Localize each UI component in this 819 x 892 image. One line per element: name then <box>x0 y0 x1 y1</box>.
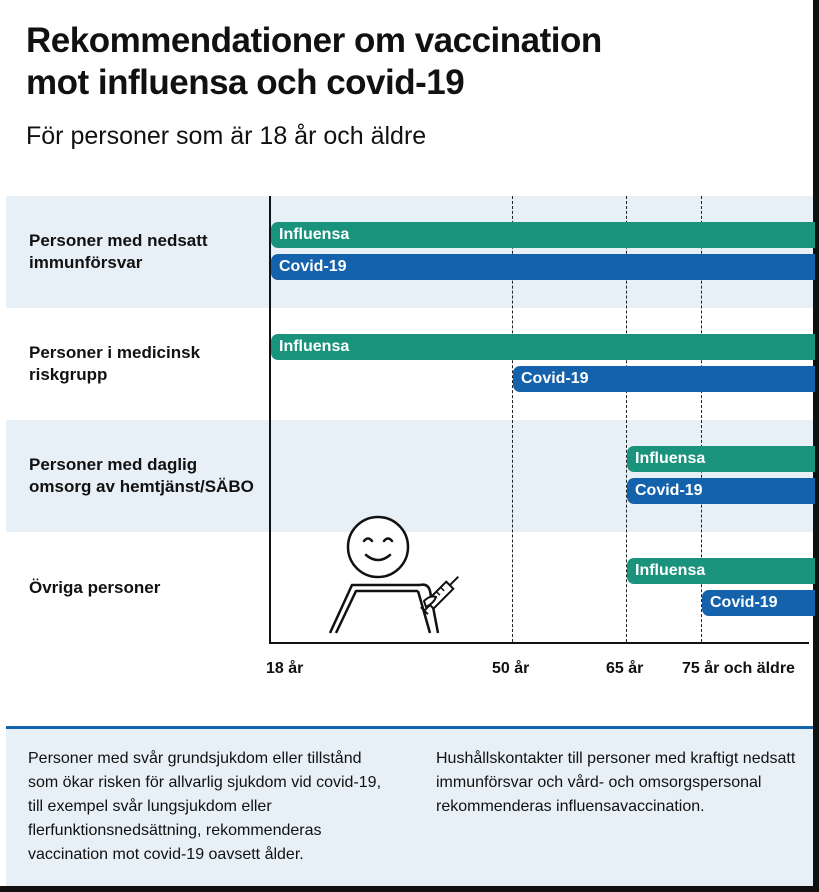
x-tick-label: 18 år <box>266 660 304 677</box>
covid-bar: Covid-19 <box>702 590 815 616</box>
covid-bar: Covid-19 <box>627 478 815 504</box>
gridline-50 <box>512 196 513 642</box>
footer-notes: Personer med svår grundsjukdom eller til… <box>6 726 813 886</box>
influensa-bar: Influensa <box>627 558 815 584</box>
influensa-bar: Influensa <box>271 334 815 360</box>
title-line-2: mot influensa och covid-19 <box>26 63 465 102</box>
covid-bar: Covid-19 <box>513 366 815 392</box>
gridline-75 <box>701 196 702 642</box>
row-band <box>6 532 813 644</box>
x-tick-label: 65 år <box>606 660 644 677</box>
x-axis-line <box>269 642 809 644</box>
row-label: Personer med daglig omsorg av hemtjänst/… <box>29 455 254 496</box>
vaccinated-person-illustration <box>328 515 459 634</box>
row-label: Personer med nedsatt immunförsvar <box>29 231 208 272</box>
influensa-bar: Influensa <box>271 222 815 248</box>
title-line-1: Rekommendationer om vaccination <box>26 21 602 60</box>
row-band <box>6 196 813 308</box>
gridline-65 <box>626 196 627 642</box>
row-band <box>6 420 813 532</box>
footer-note-left: Personer med svår grundsjukdom eller til… <box>28 750 382 863</box>
x-tick-label: 50 år <box>492 660 530 677</box>
row-label: Personer i medicinsk riskgrupp <box>29 343 201 384</box>
page-subtitle: För personer som är 18 år och äldre <box>26 122 427 150</box>
row-label: Övriga personer <box>29 578 161 597</box>
influensa-bar: Influensa <box>627 446 815 472</box>
y-axis-line <box>269 196 271 644</box>
page-title: Rekommendationer om vaccination mot infl… <box>26 20 726 104</box>
footer-note-right: Hushållskontakter till personer med kraf… <box>436 750 796 815</box>
x-tick-label: 75 år och äldre <box>682 660 795 677</box>
row-band <box>6 308 813 420</box>
covid-bar: Covid-19 <box>271 254 815 280</box>
